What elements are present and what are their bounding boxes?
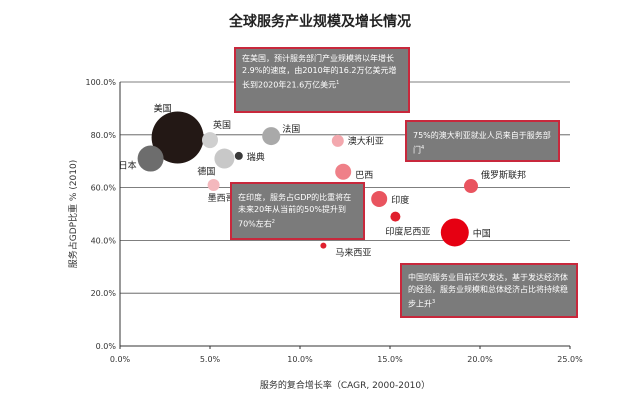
bubble-9 xyxy=(371,190,388,207)
bubble-10 xyxy=(390,211,401,222)
bubble-4 xyxy=(234,151,243,160)
bubble-label: 马来西亚 xyxy=(335,248,371,259)
bubble-12 xyxy=(464,179,478,194)
y-tick-label: 0.0% xyxy=(96,342,117,351)
x-axis-label: 服务的复合增长率（CAGR, 2000-2010） xyxy=(260,379,430,391)
bubble-7 xyxy=(331,134,344,147)
annotation-china: 中国的服务业目前还欠发达，基于发达经济体的经验，服务业规模和总体经济占比将持续稳… xyxy=(400,263,578,318)
bubble-8 xyxy=(335,163,352,180)
annotation-australia: 75%的澳大利亚就业人员来自于服务部门4 xyxy=(405,120,560,162)
bubble-label: 中国 xyxy=(473,227,491,239)
x-tick-label: 10.0% xyxy=(287,355,313,364)
bubble-label: 印度 xyxy=(391,194,409,206)
bubble-label: 澳大利亚 xyxy=(348,135,384,147)
bubble-label: 德国 xyxy=(197,166,215,178)
bubble-11 xyxy=(320,242,327,249)
bubble-3 xyxy=(214,148,235,169)
annotation-india: 在印度，服务占GDP的比重将在未来20年从当前的50%提升到70%左右2 xyxy=(230,182,365,240)
bubble-label: 美国 xyxy=(154,102,172,114)
chart-title: 全球服务产业规模及增长情况 xyxy=(228,13,411,30)
y-tick-label: 80.0% xyxy=(91,131,117,140)
bubble-6 xyxy=(262,127,281,146)
bubble-label: 巴西 xyxy=(355,170,373,181)
bubble-13 xyxy=(440,218,469,247)
x-tick-label: 15.0% xyxy=(377,355,403,364)
y-tick-label: 100.0% xyxy=(85,78,116,87)
bubble-0 xyxy=(151,111,204,164)
x-tick-label: 0.0% xyxy=(110,355,131,364)
x-tick-label: 5.0% xyxy=(200,355,221,364)
bubble-label: 墨西哥 xyxy=(208,193,235,204)
y-tick-label: 40.0% xyxy=(91,236,117,245)
y-tick-label: 20.0% xyxy=(91,289,117,298)
bubble-1 xyxy=(137,145,164,172)
bubble-label: 英国 xyxy=(213,119,231,131)
bubble-label: 法国 xyxy=(282,123,300,135)
x-tick-label: 25.0% xyxy=(557,355,583,364)
bubble-label: 日本 xyxy=(119,160,137,172)
bubble-2 xyxy=(202,132,218,149)
bubble-label: 瑞典 xyxy=(247,151,265,163)
bubble-label: 俄罗斯联邦 xyxy=(481,169,526,181)
bubble-label: 印度尼西亚 xyxy=(385,226,430,238)
x-tick-label: 20.0% xyxy=(467,355,493,364)
annotation-usa: 在美国，预计服务部门产业规模将以年增长2.9%的速度，由2010年的16.2万亿… xyxy=(234,47,410,113)
y-axis-label: 服务占GDP比重 % (2010) xyxy=(67,160,79,269)
y-tick-label: 60.0% xyxy=(91,184,117,193)
bubble-5 xyxy=(207,178,220,191)
